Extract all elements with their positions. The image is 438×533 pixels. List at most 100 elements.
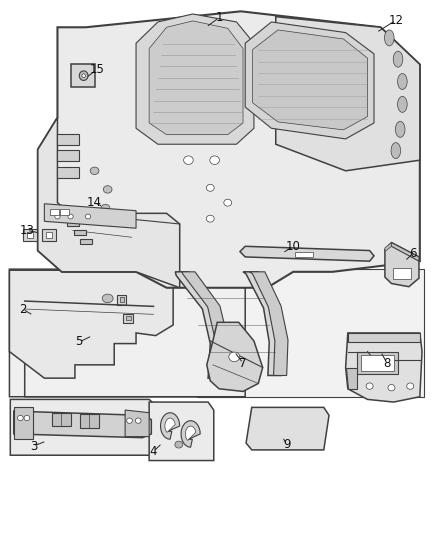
Polygon shape <box>392 243 419 261</box>
Polygon shape <box>165 418 175 432</box>
Bar <box>67 221 79 226</box>
Text: 3: 3 <box>30 440 37 453</box>
Polygon shape <box>246 407 329 450</box>
Polygon shape <box>14 407 33 439</box>
Ellipse shape <box>90 167 99 174</box>
Ellipse shape <box>388 384 395 391</box>
Ellipse shape <box>206 215 214 222</box>
Polygon shape <box>149 402 214 461</box>
Text: 10: 10 <box>286 240 300 253</box>
Text: 1: 1 <box>215 11 223 24</box>
Ellipse shape <box>101 204 110 212</box>
Bar <box>50 209 59 215</box>
Text: 12: 12 <box>389 14 403 27</box>
Ellipse shape <box>224 199 232 206</box>
Ellipse shape <box>393 51 403 67</box>
Bar <box>120 297 124 302</box>
Polygon shape <box>197 269 424 397</box>
Ellipse shape <box>229 352 240 362</box>
Bar <box>295 252 313 257</box>
Polygon shape <box>149 21 243 135</box>
Polygon shape <box>38 118 180 288</box>
Polygon shape <box>250 272 288 375</box>
Polygon shape <box>160 413 180 439</box>
Bar <box>60 209 69 215</box>
Text: 15: 15 <box>89 63 104 76</box>
Polygon shape <box>185 426 196 440</box>
Polygon shape <box>245 22 374 139</box>
Ellipse shape <box>184 156 193 165</box>
Polygon shape <box>385 243 392 252</box>
Polygon shape <box>385 243 419 287</box>
Ellipse shape <box>103 185 112 193</box>
Ellipse shape <box>55 214 60 219</box>
Text: 9: 9 <box>283 438 290 451</box>
Bar <box>57 166 79 178</box>
Polygon shape <box>276 17 420 171</box>
Bar <box>42 229 56 241</box>
Ellipse shape <box>396 122 405 138</box>
Ellipse shape <box>175 441 183 448</box>
Text: 8: 8 <box>383 357 391 370</box>
Ellipse shape <box>407 383 414 389</box>
Polygon shape <box>207 322 263 391</box>
Bar <box>117 295 127 305</box>
Bar <box>393 268 411 279</box>
Polygon shape <box>253 30 367 130</box>
Bar <box>361 356 394 371</box>
Bar <box>46 232 52 238</box>
Bar <box>74 230 86 235</box>
Polygon shape <box>10 269 228 397</box>
Polygon shape <box>11 399 162 455</box>
Ellipse shape <box>18 415 23 421</box>
Polygon shape <box>182 272 228 377</box>
Text: 7: 7 <box>239 357 247 370</box>
Text: 6: 6 <box>410 247 417 260</box>
Polygon shape <box>175 272 223 378</box>
Ellipse shape <box>127 418 132 423</box>
Polygon shape <box>136 14 254 144</box>
Ellipse shape <box>206 184 214 191</box>
Polygon shape <box>44 204 136 228</box>
Polygon shape <box>10 270 173 378</box>
Text: 14: 14 <box>87 196 102 209</box>
Bar <box>127 316 131 320</box>
Ellipse shape <box>398 96 407 112</box>
Bar <box>27 232 33 238</box>
Ellipse shape <box>135 418 141 423</box>
Polygon shape <box>243 272 283 375</box>
Ellipse shape <box>102 294 113 303</box>
Bar <box>23 229 37 241</box>
Polygon shape <box>346 333 422 402</box>
Bar <box>57 134 79 146</box>
Polygon shape <box>52 413 71 426</box>
Bar <box>57 150 79 161</box>
Text: 5: 5 <box>76 335 83 349</box>
Text: 4: 4 <box>150 445 157 458</box>
Polygon shape <box>14 411 151 438</box>
Polygon shape <box>181 421 200 447</box>
Ellipse shape <box>398 74 407 90</box>
Polygon shape <box>38 11 420 288</box>
Ellipse shape <box>82 74 85 77</box>
Bar <box>357 352 398 374</box>
Ellipse shape <box>85 214 91 219</box>
Polygon shape <box>80 414 99 427</box>
Ellipse shape <box>79 71 88 80</box>
Ellipse shape <box>366 383 373 389</box>
Ellipse shape <box>210 156 219 165</box>
Ellipse shape <box>391 143 401 159</box>
Polygon shape <box>348 333 420 342</box>
Ellipse shape <box>68 214 73 219</box>
Polygon shape <box>240 246 374 261</box>
Bar <box>124 314 133 324</box>
Polygon shape <box>346 368 357 389</box>
Ellipse shape <box>24 415 30 421</box>
Bar <box>80 239 92 244</box>
Text: 2: 2 <box>19 303 26 316</box>
Polygon shape <box>125 410 149 437</box>
Text: 13: 13 <box>19 224 34 237</box>
Polygon shape <box>25 272 245 397</box>
Polygon shape <box>71 64 95 87</box>
Ellipse shape <box>385 30 394 46</box>
